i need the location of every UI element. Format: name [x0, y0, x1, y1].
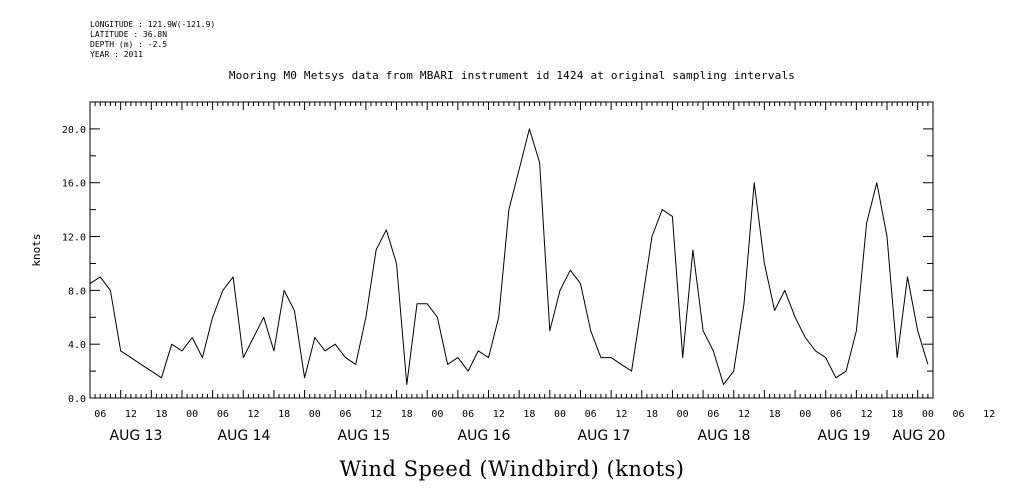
x-hour-label: 12 [738, 409, 750, 420]
chart-title: Mooring M0 Metsys data from MBARI instru… [228, 69, 796, 82]
x-day-label: AUG 19 [818, 428, 871, 444]
x-hour-label: 18 [891, 409, 903, 420]
x-hour-label: 06 [462, 409, 474, 420]
x-hour-label: 12 [983, 409, 995, 420]
y-tick-label: 4.0 [68, 340, 86, 351]
y-tick-label: 8.0 [68, 286, 86, 297]
x-day-label: AUG 14 [218, 428, 271, 444]
x-hour-label: 06 [339, 409, 351, 420]
longitude-text: LONGITUDE : 121.9W(-121.9) [90, 20, 216, 29]
x-day-label: AUG 18 [698, 428, 751, 444]
x-hour-label: 12 [370, 409, 382, 420]
x-hour-label: 00 [922, 409, 934, 420]
x-day-label: AUG 16 [458, 428, 511, 444]
x-day-label: AUG 13 [110, 428, 163, 444]
x-hour-label: 18 [156, 409, 168, 420]
x-hour-label: 12 [125, 409, 137, 420]
x-hour-label: 12 [861, 409, 873, 420]
x-hour-label: 12 [493, 409, 505, 420]
x-hour-label: 06 [830, 409, 842, 420]
wind-speed-series-line [89, 128, 929, 385]
x-hour-label: 06 [94, 409, 106, 420]
depth-text: DEPTH (m) : -2.5 [90, 40, 168, 49]
x-hour-label: 18 [401, 409, 413, 420]
x-hour-label: 06 [585, 409, 597, 420]
x-hour-label: 06 [217, 409, 229, 420]
x-hour-label: 18 [769, 409, 781, 420]
x-hour-label: 00 [554, 409, 566, 420]
x-day-label: AUG 15 [338, 428, 391, 444]
x-axis-label: Wind Speed (Windbird) (knots) [340, 457, 685, 481]
y-tick-label: 12.0 [62, 233, 86, 244]
x-hour-label: 12 [247, 409, 259, 420]
x-hour-label: 12 [615, 409, 627, 420]
metadata-block: LONGITUDE : 121.9W(-121.9) LATITUDE : 36… [90, 20, 215, 60]
y-axis-label: knots [30, 233, 43, 266]
y-tick-label: 0.0 [68, 394, 86, 405]
x-hour-label: 00 [309, 409, 321, 420]
x-hour-label: 00 [431, 409, 443, 420]
x-hour-label: 00 [677, 409, 689, 420]
x-hour-label: 06 [953, 409, 965, 420]
x-hour-label: 00 [186, 409, 198, 420]
year-text: YEAR : 2011 [90, 50, 143, 59]
x-hour-label: 00 [799, 409, 811, 420]
x-hour-label: 18 [523, 409, 535, 420]
y-tick-label: 16.0 [62, 179, 86, 190]
x-day-label: AUG 20 [893, 428, 946, 444]
x-hour-label: 06 [707, 409, 719, 420]
x-hour-label: 18 [646, 409, 658, 420]
plot-frame [89, 101, 934, 399]
x-day-label: AUG 17 [578, 428, 631, 444]
x-hour-label: 18 [278, 409, 290, 420]
y-tick-label: 20.0 [62, 125, 86, 136]
latitude-text: LATITUDE : 36.8N [90, 30, 168, 39]
